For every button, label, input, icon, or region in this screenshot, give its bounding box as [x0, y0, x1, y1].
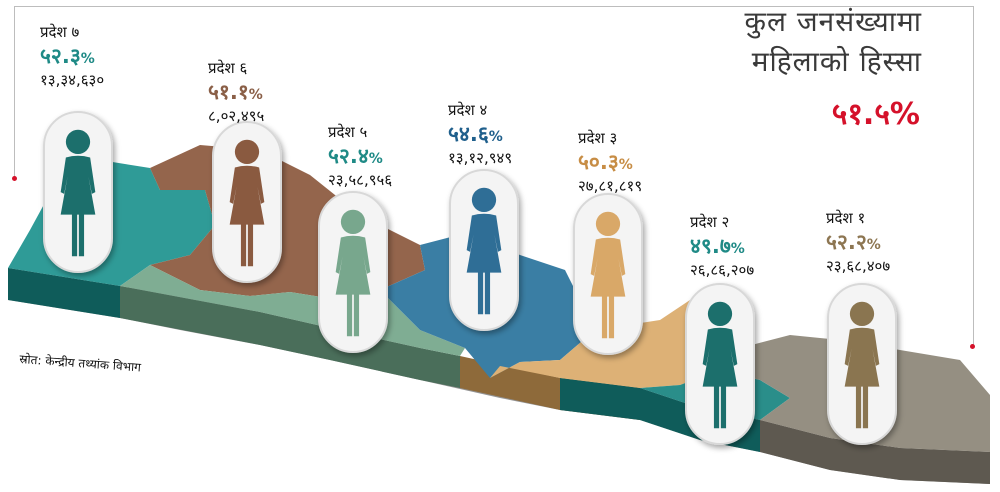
woman-icon [573, 193, 643, 355]
province-female-population: २७,८१,८१९ [578, 177, 643, 195]
chart-title-line1: कुल जनसंख्यामा [744, 5, 922, 38]
percent-sign: % [368, 151, 383, 167]
province-name: प्रदेश ५ [328, 123, 368, 141]
province-label-5: प्रदेश ३ ५०.३% २७,८१,८१९ [578, 128, 642, 196]
province-name: प्रदेश २ [690, 213, 730, 231]
woman-icon [212, 121, 282, 283]
province-label-3: प्रदेश ५ ५२.४% २३,५८,९५६ [328, 122, 392, 190]
province-pct-value: ४९.७ [690, 234, 731, 258]
province-name: प्रदेश ४ [448, 101, 488, 119]
frame-left-line [14, 6, 15, 178]
woman-icon [43, 111, 113, 273]
province-female-share: ५०.३% [578, 148, 642, 176]
chart-title-line2: महिलाको हिस्सा [751, 45, 922, 78]
percent-sign: % [618, 157, 633, 173]
province-label-2: प्रदेश ६ ५१.१% ८,०२,४९५ [208, 58, 264, 126]
province-female-share: ५२.३% [40, 42, 104, 70]
woman-icon [827, 283, 897, 445]
frame-left-dot [12, 176, 17, 181]
province-label-1: प्रदेश ७ ५२.३% १३,३४,६३० [40, 22, 104, 90]
province-name: प्रदेश ६ [208, 59, 248, 77]
province-female-share: ४९.७% [690, 232, 754, 260]
woman-icon [685, 283, 755, 445]
province-pct-value: ५४.६ [448, 122, 489, 146]
province-pct-value: ५१.१ [208, 80, 249, 104]
frame-top-line [14, 6, 974, 7]
percent-sign: % [730, 241, 745, 257]
woman-icon [449, 169, 519, 331]
woman-icon [318, 191, 388, 353]
province-female-share: ५२.२% [826, 228, 890, 256]
province-label-4: प्रदेश ४ ५४.६% १३,१२,९४९ [448, 100, 512, 168]
province-female-population: ८,०२,४९५ [208, 107, 265, 125]
province-pct-value: ५०.३ [578, 150, 619, 174]
percent-sign: % [80, 51, 95, 67]
overall-share: ५१.५% [831, 97, 920, 132]
province-name: प्रदेश १ [826, 209, 866, 227]
province-female-population: २६,८६,२०७ [690, 261, 755, 279]
province-pct-value: ५२.३ [40, 44, 81, 68]
province-female-population: १३,३४,६३० [40, 71, 105, 89]
province-pct-value: ५२.४ [328, 144, 369, 168]
province-female-share: ५४.६% [448, 120, 512, 148]
province-female-population: २३,५८,९५६ [328, 171, 393, 189]
province-label-6: प्रदेश २ ४९.७% २६,८६,२०७ [690, 212, 754, 280]
province-female-population: २३,६८,४०७ [826, 257, 891, 275]
percent-sign: % [488, 129, 503, 145]
province-female-share: ५२.४% [328, 142, 392, 170]
percent-sign: % [866, 237, 881, 253]
frame-right-line [973, 6, 974, 346]
province-name: प्रदेश ७ [40, 23, 80, 41]
percent-sign: % [248, 87, 263, 103]
province-name: प्रदेश ३ [578, 129, 618, 147]
province-label-7: प्रदेश १ ५२.२% २३,६८,४०७ [826, 208, 890, 276]
province-female-population: १३,१२,९४९ [448, 149, 513, 167]
frame-right-dot [970, 344, 975, 349]
province-female-share: ५१.१% [208, 78, 264, 106]
province-pct-value: ५२.२ [826, 230, 867, 254]
